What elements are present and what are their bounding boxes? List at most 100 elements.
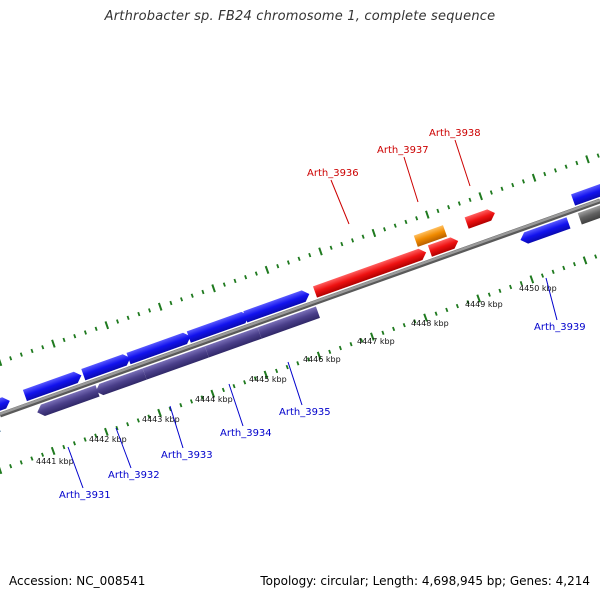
gene-arth-3938[interactable] <box>464 207 497 229</box>
gene-forward-5[interactable] <box>186 310 251 343</box>
tick-mark <box>519 281 523 286</box>
tick-mark <box>351 238 355 243</box>
gene-label-arth-3936: Arth_3936 <box>307 168 359 179</box>
tick-mark <box>233 278 237 284</box>
tick-mark <box>157 302 163 311</box>
tick-mark <box>543 171 547 177</box>
tick-mark <box>62 444 66 450</box>
tick-mark <box>297 256 301 262</box>
tick-mark <box>360 338 364 343</box>
tick-mark <box>445 307 449 313</box>
gene-orange[interactable] <box>413 225 447 247</box>
tick-mark <box>41 452 45 457</box>
tick-mark <box>308 252 312 258</box>
tick-mark <box>9 464 13 469</box>
tick-mark <box>455 303 459 309</box>
tick-mark <box>137 311 141 317</box>
tick-mark <box>104 427 109 436</box>
kbp-label: 4448 kbp <box>411 319 449 328</box>
tick-mark <box>232 384 236 389</box>
kbp-label: 4442 kbp <box>89 435 127 444</box>
gene-arth-3939[interactable] <box>518 217 571 245</box>
tick-mark <box>316 351 322 360</box>
chromosome-backbone <box>0 198 600 418</box>
tick-mark <box>500 186 504 191</box>
gene-forward-right[interactable] <box>571 176 600 206</box>
tick-mark <box>306 357 311 362</box>
gene-forward-2[interactable] <box>22 370 84 402</box>
gene-forward-6[interactable] <box>243 288 311 323</box>
gene-label-arth-3935: Arth_3935 <box>279 407 331 418</box>
tick-mark <box>190 293 194 298</box>
tick-mark <box>340 241 344 247</box>
gene-reverse-3[interactable] <box>142 346 209 380</box>
tick-mark <box>529 275 535 284</box>
tick-mark <box>370 332 375 341</box>
tick-mark <box>511 182 515 188</box>
tick-mark <box>179 403 183 408</box>
kbp-label: 4449 kbp <box>465 300 503 309</box>
tick-mark <box>531 173 537 182</box>
tick-mark <box>402 323 406 328</box>
tick-mark <box>434 311 438 316</box>
tick-mark <box>19 460 23 465</box>
tick-mark <box>447 205 451 210</box>
tick-mark <box>393 223 397 228</box>
tick-mark <box>476 294 481 303</box>
tick-mark <box>148 308 152 313</box>
tick-mark <box>83 437 87 442</box>
gene-forward-1[interactable] <box>0 395 12 422</box>
tick-mark <box>19 352 23 357</box>
tick-mark <box>275 368 279 374</box>
kbp-label: 4445 kbp <box>249 375 287 384</box>
kbp-label: 4441 kbp <box>36 457 74 466</box>
kbp-label: 4444 kbp <box>195 395 233 404</box>
gene-forward-3[interactable] <box>81 352 132 381</box>
tick-mark <box>318 247 323 256</box>
gene-forward-4[interactable] <box>126 331 192 365</box>
tick-mark <box>200 395 204 400</box>
tick-mark <box>222 282 226 287</box>
genome-summary-text: Topology: circular; Length: 4,698,945 bp… <box>260 574 590 588</box>
gene-reverse-light[interactable] <box>0 420 1 441</box>
tick-mark <box>551 269 555 274</box>
tick-mark <box>349 342 353 347</box>
tick-mark <box>521 179 525 184</box>
accession-text: Accession: NC_008541 <box>9 574 146 588</box>
gene-arth-3937[interactable] <box>427 235 460 257</box>
gene-reverse-5[interactable] <box>257 306 320 339</box>
tick-mark <box>381 330 385 335</box>
gene-arth-3936[interactable] <box>312 247 428 298</box>
tick-mark <box>575 160 579 166</box>
tick-mark <box>94 433 98 438</box>
kbp-label: 4446 kbp <box>303 355 341 364</box>
tick-mark <box>415 216 419 221</box>
tick-mark <box>436 208 440 214</box>
gene-label-arth-3933: Arth_3933 <box>161 450 213 461</box>
gene-label-arth-3939: Arth_3939 <box>534 322 586 333</box>
map-title: Arthrobacter sp. FB24 chromosome 1, comp… <box>104 9 496 24</box>
tick-mark <box>328 349 332 354</box>
tick-mark <box>147 414 151 419</box>
tick-mark <box>540 273 545 278</box>
tick-mark <box>30 348 34 354</box>
tick-mark <box>116 319 120 324</box>
tick-mark <box>392 326 396 332</box>
tick-mark <box>157 408 162 417</box>
gene-reverse-4[interactable] <box>204 327 262 358</box>
gene-gray-right[interactable] <box>577 197 600 225</box>
tick-mark <box>94 326 98 331</box>
gene-reverse-2[interactable] <box>94 368 147 397</box>
tick-mark <box>361 234 365 239</box>
gene-reverse-1[interactable] <box>35 385 100 418</box>
tick-mark <box>189 399 194 404</box>
inner-tick-track <box>0 254 598 475</box>
tick-mark <box>243 380 247 385</box>
tick-mark <box>564 164 568 169</box>
tick-mark <box>562 265 566 271</box>
tick-mark <box>285 364 289 370</box>
tick-mark <box>594 254 598 259</box>
tick-mark <box>296 361 300 366</box>
tick-mark <box>509 284 513 290</box>
